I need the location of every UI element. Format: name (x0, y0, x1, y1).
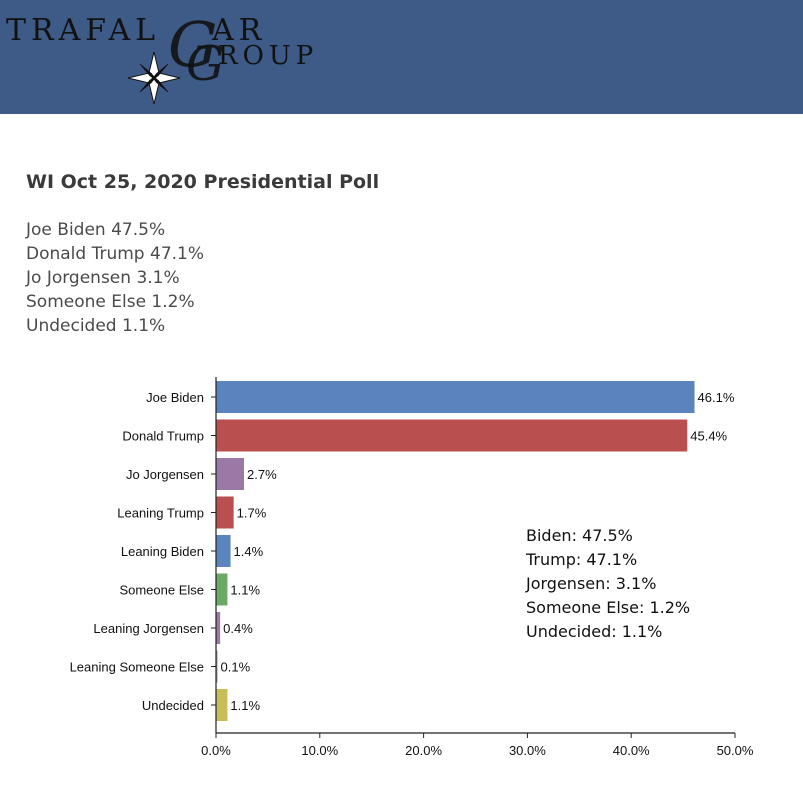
bar (216, 419, 688, 452)
summary-item: Joe Biden 47.5% (26, 220, 166, 240)
bar (216, 573, 228, 606)
bar (216, 381, 695, 413)
bars-layer: 46.1% 45.4% 2.7% 1.7% 1.4% 1.1% 0.4% 0.1% 1.1% (216, 381, 735, 721)
summary-item: Undecided 1.1% (26, 316, 166, 336)
annotation-line: Someone Else: 1.2% (526, 598, 690, 617)
bar (216, 496, 234, 529)
annotation-line: Trump: 47.1% (525, 550, 637, 569)
bar (216, 689, 228, 721)
logo-text-roup: ROUP (218, 41, 318, 71)
bar-value-label: 0.4% (223, 621, 253, 636)
summary-item: Someone Else 1.2% (26, 292, 195, 312)
logo-script-g1: G (168, 8, 218, 81)
bar (216, 612, 221, 644)
x-tick-label: 30.0% (509, 743, 546, 758)
annotation-box: Biden: 47.5% Trump: 47.1% Jorgensen: 3.1% S… (525, 526, 690, 641)
x-tick-label: 20.0% (405, 743, 442, 758)
bar-value-label: 45.4% (690, 429, 727, 444)
category-label: Jo Jorgensen (126, 467, 204, 482)
x-tick-label: 50.0% (717, 743, 754, 758)
annotation-line: Biden: 47.5% (526, 526, 633, 545)
bar-value-label: 1.1% (230, 698, 260, 713)
poll-bar-chart: 46.1% 45.4% 2.7% 1.7% 1.4% 1.1% 0.4% 0.1% 1.1% J… (70, 377, 754, 758)
annotation-line: Jorgensen: 3.1% (525, 574, 656, 593)
category-label: Leaning Jorgensen (93, 621, 204, 636)
logo-text-trafal: TRAFAL (6, 13, 160, 48)
compass-star-icon (127, 51, 181, 105)
category-label: Someone Else (119, 583, 204, 598)
bar-value-label: 2.7% (247, 467, 277, 482)
bar (216, 535, 231, 567)
category-label: Undecided (142, 698, 204, 713)
axis-layer: Joe Biden Donald Trump Jo Jorgensen Leaning… (70, 377, 754, 758)
category-label: Leaning Trump (117, 506, 204, 521)
category-label: Leaning Someone Else (70, 660, 204, 675)
x-tick-label: 40.0% (613, 743, 650, 758)
summary-item: Jo Jorgensen 3.1% (26, 268, 180, 288)
category-label: Leaning Biden (121, 544, 204, 559)
bar (216, 458, 245, 490)
bar (216, 650, 218, 683)
category-label: Donald Trump (122, 429, 204, 444)
site-header: TRAFAL G AR G ROUP (0, 0, 803, 114)
page-title: WI Oct 25, 2020 Presidential Poll (26, 171, 380, 193)
results-summary-list: Joe Biden 47.5% Donald Trump 47.1% Jo Jo… (26, 218, 204, 338)
bar-value-label: 1.1% (230, 583, 260, 598)
annotation-line: Undecided: 1.1% (526, 622, 662, 641)
logo-script-g2: G (186, 36, 224, 92)
summary-item: Donald Trump 47.1% (26, 244, 205, 264)
x-tick-label: 0.0% (201, 743, 231, 758)
x-tick-label: 10.0% (301, 743, 338, 758)
bar-value-label: 0.1% (221, 660, 251, 675)
trafalgar-group-logo: TRAFAL G AR G ROUP (6, 8, 318, 105)
bar-value-label: 1.4% (234, 544, 264, 559)
bar-value-label: 46.1% (698, 390, 735, 405)
logo-text-ar: AR (211, 13, 266, 48)
bar-value-label: 1.7% (237, 506, 267, 521)
category-label: Joe Biden (146, 390, 204, 405)
